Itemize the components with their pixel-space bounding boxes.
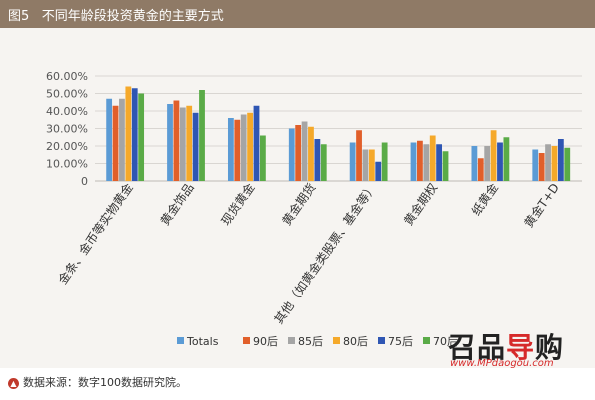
bar	[423, 144, 430, 181]
figure-title: 图5 不同年龄段投资黄金的主要方式	[8, 5, 224, 24]
legend-label: Totals	[186, 335, 219, 348]
bar	[362, 149, 369, 181]
legend-swatch	[243, 337, 250, 344]
watermark-logo: 召品导购	[448, 331, 565, 364]
bar	[368, 149, 375, 181]
bar	[227, 118, 234, 181]
bar	[179, 107, 186, 181]
bar	[320, 144, 327, 181]
x-category-label: 纸黄金	[468, 180, 501, 218]
x-category-label: 现货黄金	[218, 180, 258, 228]
legend-swatch	[423, 337, 430, 344]
bar	[429, 135, 436, 181]
bar	[234, 119, 241, 181]
bar	[167, 104, 173, 181]
x-category-label: 黄金饰品	[157, 180, 197, 228]
legend-swatch	[177, 337, 184, 344]
figure-label: 图5	[8, 9, 30, 24]
bar	[477, 158, 484, 181]
x-category-label: 其他（如黄金类股票、基金等）	[271, 180, 380, 326]
legend-label: 80后	[343, 335, 368, 348]
bar	[417, 140, 423, 181]
bar	[490, 130, 497, 181]
bar	[442, 151, 449, 181]
bar	[375, 161, 382, 181]
bar	[295, 125, 302, 181]
watermark: 召品导购 www.MPdaogou.com	[448, 326, 588, 370]
title-bar: 图5 不同年龄段投资黄金的主要方式	[0, 0, 595, 28]
bar	[288, 128, 295, 181]
bar	[138, 93, 145, 181]
bar-chart: 0 10.00% 20.00% 30.00% 40.00% 50.00% 60.00% 金条、…	[46, 70, 582, 348]
bar	[497, 142, 503, 181]
bar	[301, 121, 308, 181]
bar	[484, 146, 491, 181]
bar	[538, 153, 545, 181]
x-category-label: 黄金期货	[279, 180, 319, 228]
x-category-label: 黄金T+D	[521, 180, 562, 230]
bar	[240, 114, 247, 181]
y-tick-label: 20.00%	[46, 140, 88, 153]
y-tick-label: 60.00%	[46, 70, 88, 83]
up-arrow-icon: ▲	[8, 377, 19, 389]
bar	[119, 98, 125, 181]
legend-swatch	[288, 337, 295, 344]
legend-label: 75后	[388, 335, 413, 348]
watermark-url: www.MPdaogou.com	[450, 358, 554, 369]
bar	[381, 142, 388, 181]
bar	[356, 130, 362, 181]
bar	[112, 105, 119, 181]
legend-label: 85后	[298, 335, 323, 348]
x-category-label: 黄金期权	[400, 180, 440, 228]
legend-label: 70后	[433, 335, 458, 348]
bar	[314, 139, 321, 181]
bar	[106, 98, 113, 181]
source-text: 数据来源：数字100数据研究院。	[23, 376, 187, 389]
bar	[557, 139, 564, 181]
y-tick-label: 30.00%	[46, 123, 88, 136]
bar	[532, 149, 539, 181]
bar	[131, 88, 138, 181]
bar	[436, 144, 443, 181]
bar	[308, 126, 314, 181]
legend-swatch	[378, 337, 385, 344]
y-tick-label: 0	[81, 175, 88, 188]
bar	[199, 90, 205, 181]
bar	[247, 112, 253, 181]
bar	[192, 112, 199, 181]
legend-label: 90后	[253, 335, 278, 348]
bar	[551, 146, 558, 181]
bar	[253, 105, 260, 181]
data-source: ▲ 数据来源：数字100数据研究院。	[8, 374, 187, 390]
chart-panel: 0 10.00% 20.00% 30.00% 40.00% 50.00% 60.00% 金条、…	[0, 28, 595, 368]
y-tick-label: 50.00%	[46, 88, 88, 101]
bar	[186, 105, 193, 181]
bar	[503, 137, 510, 181]
bar	[173, 100, 180, 181]
legend-swatch	[333, 337, 340, 344]
y-tick-label: 10.00%	[46, 158, 88, 171]
bar	[410, 142, 417, 181]
bar	[471, 146, 478, 181]
bar	[349, 142, 356, 181]
chart-title: 不同年龄段投资黄金的主要方式	[41, 9, 224, 24]
bar	[259, 135, 266, 181]
bar	[564, 147, 571, 181]
bar	[125, 86, 132, 181]
y-tick-label: 40.00%	[46, 105, 88, 118]
x-category-label: 金条、金币等实物黄金	[55, 180, 136, 287]
bar	[545, 144, 551, 181]
